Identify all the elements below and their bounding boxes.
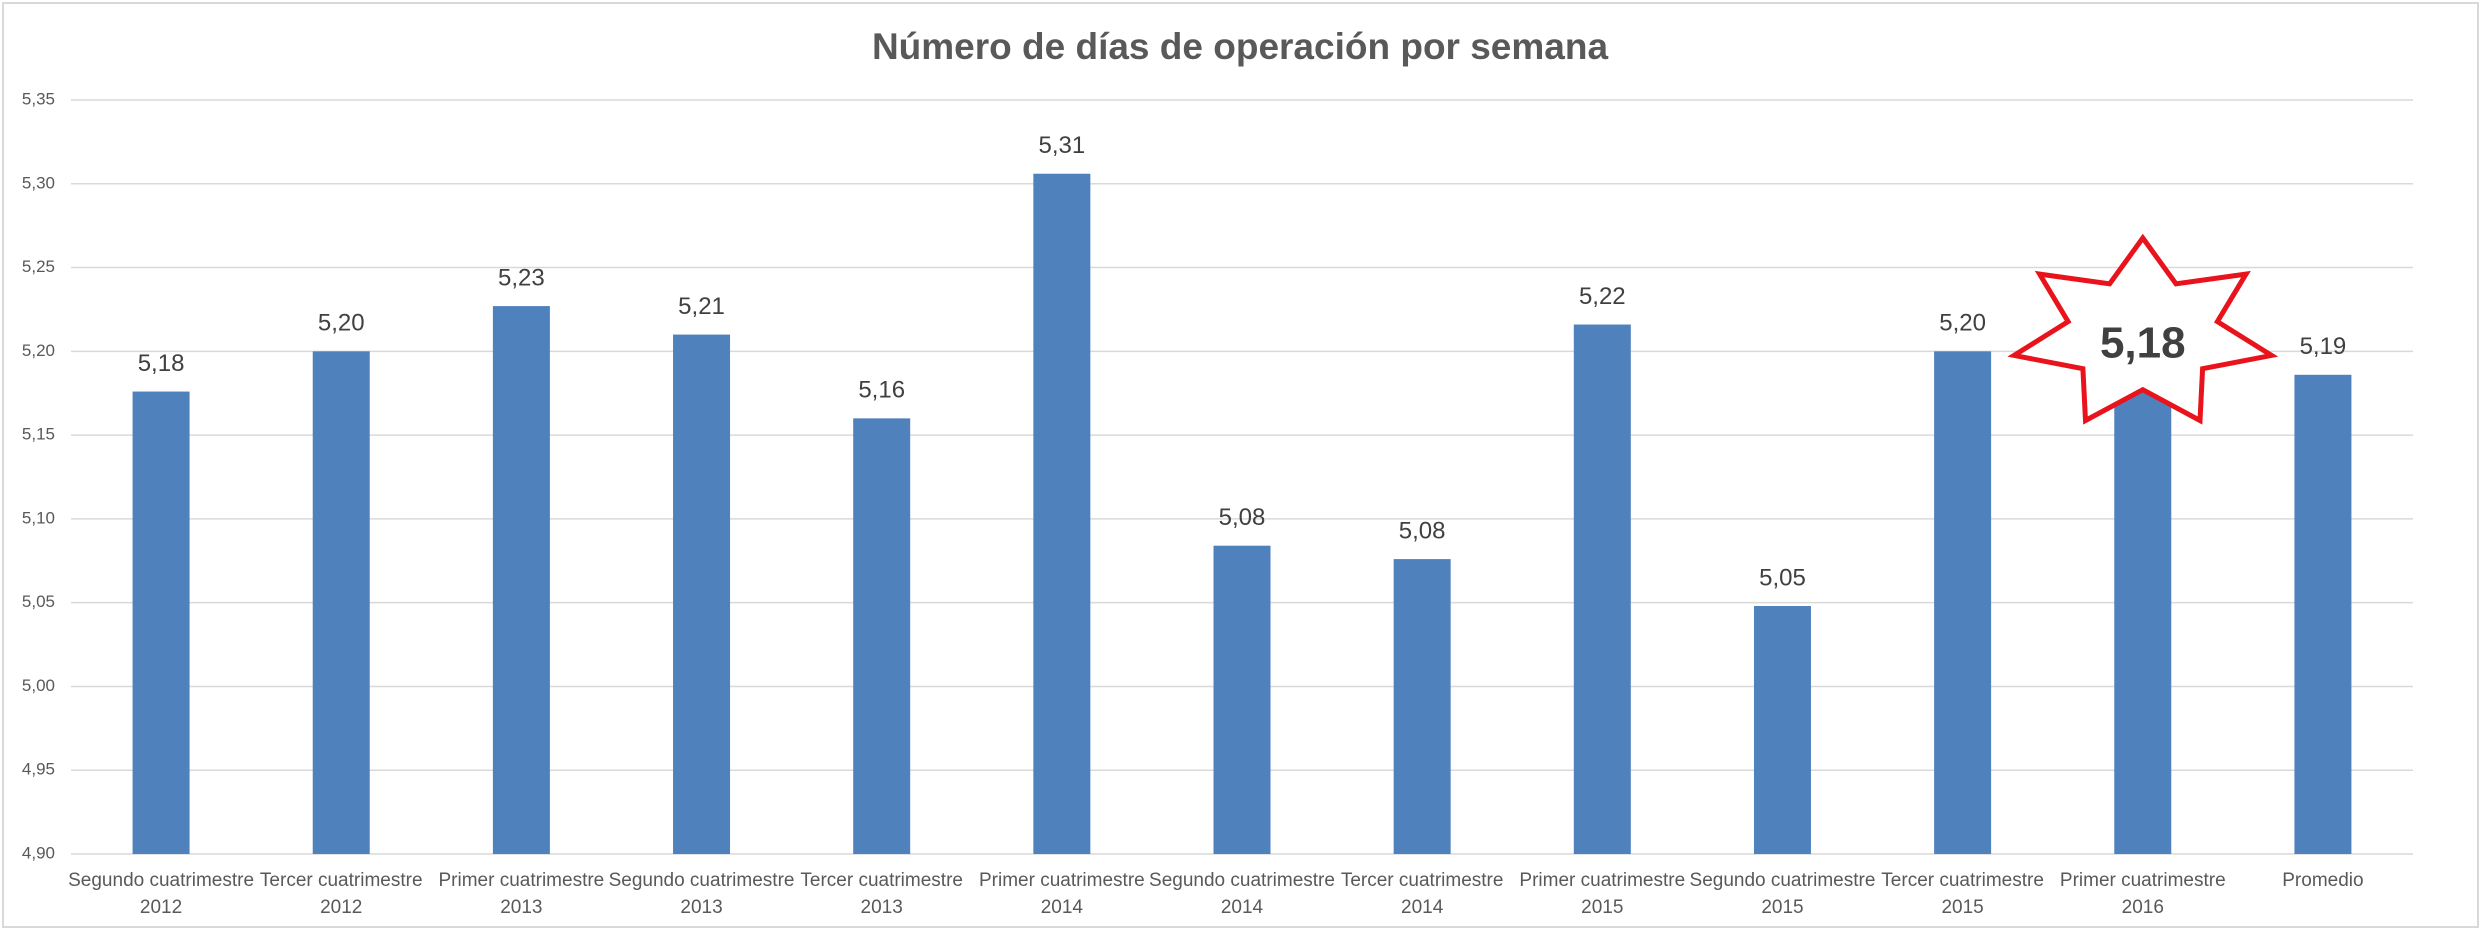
x-tick-label: 2014 <box>1401 897 1444 918</box>
y-tick-label: 4,95 <box>22 760 55 779</box>
x-tick-label: Tercer cuatrimestre <box>1881 870 2044 891</box>
x-tick-label: Primer cuatrimestre <box>1519 870 1685 891</box>
value-label: 5,18 <box>2100 319 2186 368</box>
bar <box>1934 351 1992 854</box>
bar <box>673 334 731 855</box>
value-label: 5,22 <box>1579 283 1626 310</box>
bar <box>2294 374 2352 854</box>
x-tick-label: Primer cuatrimestre <box>2060 870 2226 891</box>
x-tick-label: Segundo cuatrimestre <box>1690 870 1876 891</box>
value-label: 5,05 <box>1759 564 1806 591</box>
chart-title: Número de días de operación por semana <box>872 26 1609 67</box>
y-tick-label: 5,05 <box>22 592 55 611</box>
x-tick-label: 2015 <box>1581 897 1623 918</box>
x-tick-label: Segundo cuatrimestre <box>609 870 795 891</box>
x-tick-label: 2014 <box>1221 897 1264 918</box>
value-label: 5,08 <box>1219 504 1266 531</box>
value-label: 5,08 <box>1399 517 1446 544</box>
value-label: 5,31 <box>1038 132 1085 159</box>
x-tick-label: Segundo cuatrimestre <box>1149 870 1335 891</box>
value-label: 5,21 <box>678 293 725 320</box>
bar <box>1213 545 1271 854</box>
bar <box>1573 324 1631 855</box>
y-tick-label: 5,25 <box>22 257 55 276</box>
x-tick-label: Tercer cuatrimestre <box>800 870 963 891</box>
y-tick-label: 5,10 <box>22 508 55 527</box>
value-label: 5,18 <box>138 350 185 377</box>
highlight-star <box>2007 233 2279 425</box>
bar <box>1753 606 1811 854</box>
value-label: 5,19 <box>2300 333 2347 360</box>
x-tick-label: 2015 <box>1761 897 1803 918</box>
bar <box>1393 559 1451 854</box>
bar <box>492 306 550 854</box>
x-tick-label: 2012 <box>140 897 182 918</box>
value-label: 5,23 <box>498 264 545 291</box>
x-tick-label: 2013 <box>500 897 542 918</box>
bar <box>853 418 911 854</box>
x-tick-label: 2013 <box>680 897 722 918</box>
x-tick-label: Primer cuatrimestre <box>439 870 605 891</box>
bar <box>1033 173 1091 855</box>
x-tick-label: 2016 <box>2122 897 2164 918</box>
y-tick-label: 5,00 <box>22 676 55 695</box>
y-tick-label: 4,90 <box>22 843 55 862</box>
x-tick-label: 2014 <box>1041 897 1084 918</box>
value-label: 5,20 <box>1939 310 1986 337</box>
x-tick-label: 2015 <box>1941 897 1983 918</box>
y-tick-label: 5,15 <box>22 425 55 444</box>
value-label: 5,16 <box>858 377 905 404</box>
x-tick-label: Primer cuatrimestre <box>979 870 1145 891</box>
x-tick-label: Tercer cuatrimestre <box>260 870 423 891</box>
x-tick-label: Tercer cuatrimestre <box>1341 870 1504 891</box>
bar <box>2114 388 2172 854</box>
bar <box>132 391 190 854</box>
x-tick-label: 2012 <box>320 897 362 918</box>
y-tick-label: 5,30 <box>22 173 55 192</box>
y-tick-label: 5,20 <box>22 341 55 360</box>
bar <box>312 351 370 854</box>
x-tick-label: Promedio <box>2282 870 2363 891</box>
x-tick-label: Segundo cuatrimestre <box>68 870 254 891</box>
value-label: 5,20 <box>318 310 365 337</box>
x-tick-label: 2013 <box>861 897 903 918</box>
y-tick-label: 5,35 <box>22 89 55 108</box>
